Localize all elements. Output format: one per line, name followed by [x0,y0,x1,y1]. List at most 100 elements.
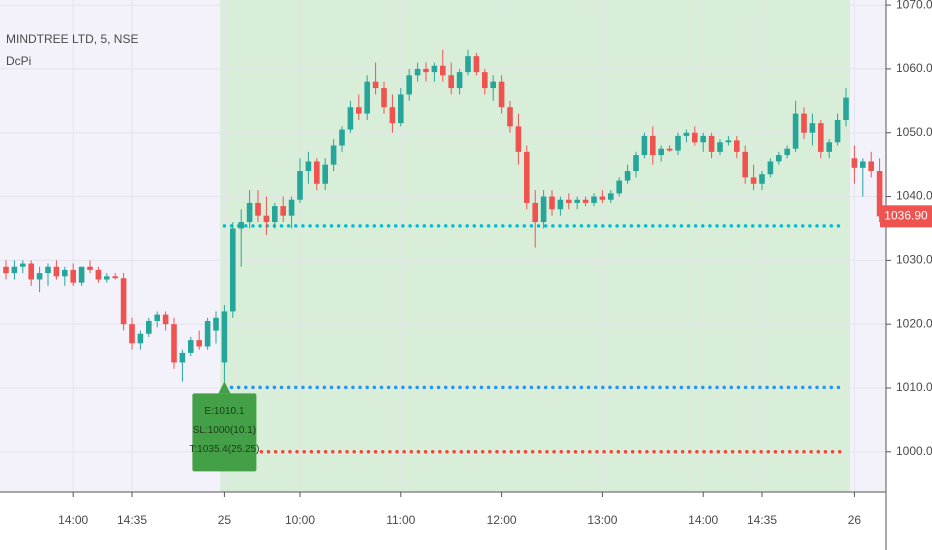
candle-body [330,145,337,165]
candle-body [524,151,530,203]
x-tick-label: 25 [218,513,232,527]
candle-body [179,352,186,363]
candle-body [834,119,841,143]
annotation-text: E:1010.1 [204,406,244,417]
candle-body [381,88,387,108]
candle-body [146,320,152,334]
candle-body [154,314,160,321]
candle-body [608,193,614,200]
candle-body [675,135,681,151]
candle-body [423,68,429,73]
x-tick-label: 11:00 [386,513,415,527]
plot: E:1010.1 SL:1000(10.1) T:1035.4(25.25) [0,0,886,492]
candle-body [616,180,622,194]
candle-body [398,94,404,124]
candle-body [288,199,295,216]
candle-body [221,311,228,363]
candle-body [414,68,421,76]
candle-body [809,123,816,133]
y-tick-label: 1070.00 [896,0,932,11]
candle-body [230,228,236,312]
candle-body [53,266,60,277]
y-tick-label: 1050.00 [896,125,932,139]
y-tick-label: 1040.00 [896,189,932,203]
candle-body [322,164,328,184]
candle-body [356,107,362,114]
x-tick-label: 13:00 [587,513,617,527]
candle-body [246,202,253,223]
candle-body [750,177,757,184]
candle-body [36,273,43,280]
candle-body [818,123,824,152]
candle-body [339,129,345,146]
candle-body [87,266,93,270]
candle-body [196,340,202,347]
candle-body [297,171,303,200]
candle-body [188,340,194,353]
candle-body [70,269,76,283]
candle-body [440,65,446,76]
candle-body [843,97,849,120]
candle-body [448,75,454,89]
y-tick-label: 1030.00 [896,253,932,267]
candle-body [45,266,51,274]
x-tick-label: 14:00 [58,513,88,527]
indicator-name: DcPi [6,54,31,68]
candle-body [238,222,244,229]
x-tick-label: 26 [848,513,862,527]
candle-body [582,199,589,203]
candle-body [876,171,883,217]
candle-body [120,278,127,325]
candle-body [465,56,471,73]
candle-body [532,202,538,223]
x-tick-label: 14:35 [747,513,777,527]
candle-body [801,113,807,133]
candle-body [683,132,690,136]
candle-body [574,199,580,203]
x-tick-label: 12:00 [487,513,517,527]
candle-body [666,148,673,151]
candle-body [549,196,555,210]
candle-body [776,155,782,162]
candle-body [137,333,144,344]
candle-body [456,72,463,89]
candle-body [641,135,648,156]
candle-body [20,263,26,267]
candle-body [490,81,496,89]
candle-body [255,202,261,216]
candle-body [171,324,177,363]
y-tick-label: 1000.00 [896,444,932,458]
candle-body [633,155,639,172]
candle-body [78,266,85,283]
candle-body [826,142,832,152]
candle-body [742,151,748,178]
candle-body [591,196,597,203]
annotation-text: SL:1000(10.1) [193,425,256,436]
candle-body [272,206,278,223]
candle-body [314,161,320,184]
candle-body [557,199,564,210]
candle-body [498,81,505,108]
annotation-box [192,393,257,472]
candle-body [364,81,370,114]
candle-body [725,140,732,143]
candle-body [280,206,286,216]
candle-body [860,161,866,168]
candle-body [95,269,102,280]
x-tick-label: 14:35 [117,513,147,527]
candle-body [162,314,169,325]
candle-body [204,320,211,347]
candle-body [540,196,547,223]
y-tick-label: 1060.00 [896,61,932,75]
candle-body [372,81,379,89]
candle-body [624,171,631,181]
candle-body [305,161,312,172]
candle-body [767,161,774,175]
candle-body [515,126,522,152]
annotation-pointer [218,381,231,394]
candle-body [599,196,606,200]
candle-body [700,135,706,143]
candle-body [851,158,858,168]
